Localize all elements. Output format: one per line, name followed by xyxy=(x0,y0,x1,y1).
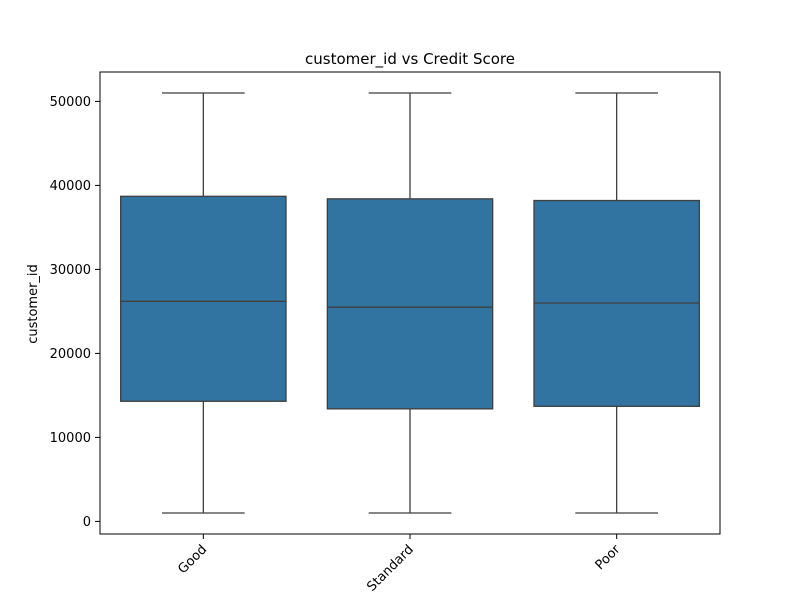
plot-area: 0 10000 20000 30000 40000 50000 Good Standard Po… xyxy=(50,71,721,595)
chart-title: customer_id vs Credit Score xyxy=(305,50,515,69)
y-tick-label-0: 0 xyxy=(83,515,91,530)
y-tick-label-30000: 30000 xyxy=(50,263,91,278)
y-tick-label-20000: 20000 xyxy=(50,347,91,362)
x-tick-label-poor: Poor xyxy=(593,542,624,573)
box-good xyxy=(120,195,287,402)
x-tick-label-good: Good xyxy=(175,542,210,577)
y-tick-label-40000: 40000 xyxy=(50,179,91,194)
box-standard xyxy=(326,198,494,410)
y-axis-label: customer_id xyxy=(26,264,41,344)
y-tick-label-50000: 50000 xyxy=(50,95,91,110)
y-tick-label-10000: 10000 xyxy=(50,431,91,446)
x-tick-label-standard: Standard xyxy=(364,542,416,594)
